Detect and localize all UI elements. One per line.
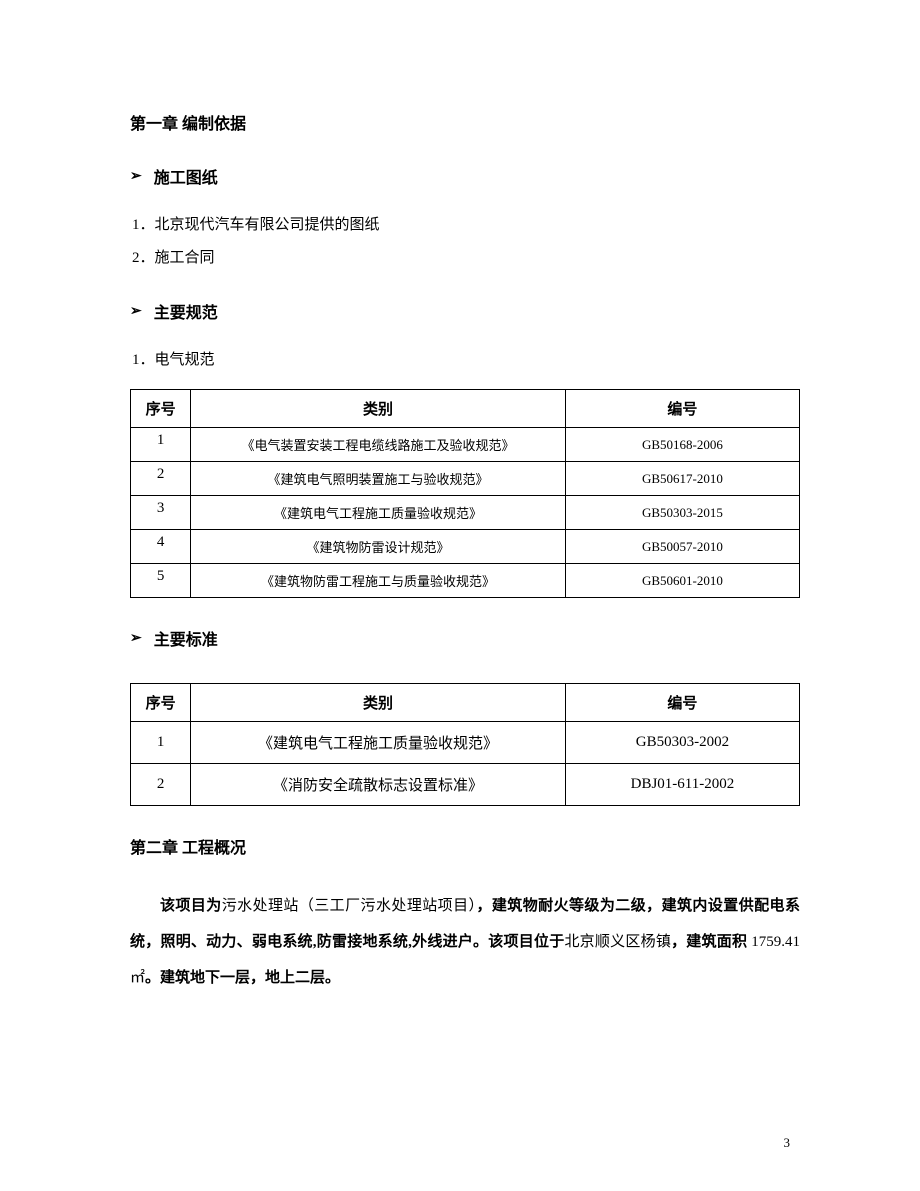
cell-code: GB50168-2006 [565,428,799,462]
para-part-5: ，建筑面积 [671,934,747,950]
th-code: 编号 [565,684,799,722]
cell-code: DBJ01-611-2002 [565,764,799,806]
sub-heading-electrical: 1．电气规范 [132,348,800,369]
table-row: 2 《建筑电气照明装置施工与验收规范》 GB50617-2010 [131,462,800,496]
th-category: 类别 [191,390,566,428]
standard-table: 序号 类别 编号 1 《建筑电气工程施工质量验收规范》 GB50303-2002… [130,683,800,806]
cell-seq: 1 [131,428,191,462]
table-row: 1 《电气装置安装工程电缆线路施工及验收规范》 GB50168-2006 [131,428,800,462]
section-spec-heading: ➢ 主要规范 [130,299,800,323]
cell-category: 《消防安全疏散标志设置标准》 [191,764,566,806]
project-overview-paragraph: 该项目为污水处理站（三工厂污水处理站项目），建筑物耐火等级为二级，建筑内设置供配… [130,888,800,996]
chapter-2-heading: 第二章 工程概况 [130,834,800,858]
cell-seq: 2 [131,462,191,496]
table-row: 4 《建筑物防雷设计规范》 GB50057-2010 [131,530,800,564]
arrow-icon: ➢ [130,630,142,647]
chapter-1-heading: 第一章 编制依据 [130,110,800,134]
arrow-icon: ➢ [130,303,142,320]
section-standard-heading: ➢ 主要标准 [130,626,800,650]
table-row: 1 《建筑电气工程施工质量验收规范》 GB50303-2002 [131,722,800,764]
page-number: 3 [784,1135,791,1151]
table-row: 5 《建筑物防雷工程施工与质量验收规范》 GB50601-2010 [131,564,800,598]
cell-category: 《建筑物防雷工程施工与质量验收规范》 [191,564,566,598]
table-row: 3 《建筑电气工程施工质量验收规范》 GB50303-2015 [131,496,800,530]
cell-category: 《建筑电气工程施工质量验收规范》 [191,722,566,764]
table-header-row: 序号 类别 编号 [131,684,800,722]
section-standard-label: 主要标准 [154,626,218,650]
th-category: 类别 [191,684,566,722]
list-item: 1．北京现代汽车有限公司提供的图纸 [132,213,800,234]
cell-category: 《建筑物防雷设计规范》 [191,530,566,564]
table-header-row: 序号 类别 编号 [131,390,800,428]
cell-category: 《建筑电气工程施工质量验收规范》 [191,496,566,530]
cell-seq: 1 [131,722,191,764]
cell-category: 《建筑电气照明装置施工与验收规范》 [191,462,566,496]
para-part-1: 该项目为 [160,898,222,914]
cell-seq: 4 [131,530,191,564]
cell-code: GB50303-2015 [565,496,799,530]
table-row: 2 《消防安全疏散标志设置标准》 DBJ01-611-2002 [131,764,800,806]
section-drawings-heading: ➢ 施工图纸 [130,164,800,188]
cell-category: 《电气装置安装工程电缆线路施工及验收规范》 [191,428,566,462]
th-code: 编号 [565,390,799,428]
cell-code: GB50303-2002 [565,722,799,764]
th-seq: 序号 [131,390,191,428]
cell-seq: 5 [131,564,191,598]
para-part-7: 。建筑地下一层，地上二层。 [145,970,340,986]
section-spec-label: 主要规范 [154,299,218,323]
th-seq: 序号 [131,684,191,722]
para-part-2: 污水处理站（三工厂污水处理站项目） [222,898,477,914]
section-drawings-label: 施工图纸 [154,164,218,188]
para-part-4: 北京顺义区杨镇 [564,934,671,950]
cell-seq: 2 [131,764,191,806]
cell-code: GB50057-2010 [565,530,799,564]
cell-code: GB50617-2010 [565,462,799,496]
spec-table: 序号 类别 编号 1 《电气装置安装工程电缆线路施工及验收规范》 GB50168… [130,389,800,598]
list-item: 2．施工合同 [132,246,800,267]
cell-code: GB50601-2010 [565,564,799,598]
arrow-icon: ➢ [130,168,142,185]
cell-seq: 3 [131,496,191,530]
